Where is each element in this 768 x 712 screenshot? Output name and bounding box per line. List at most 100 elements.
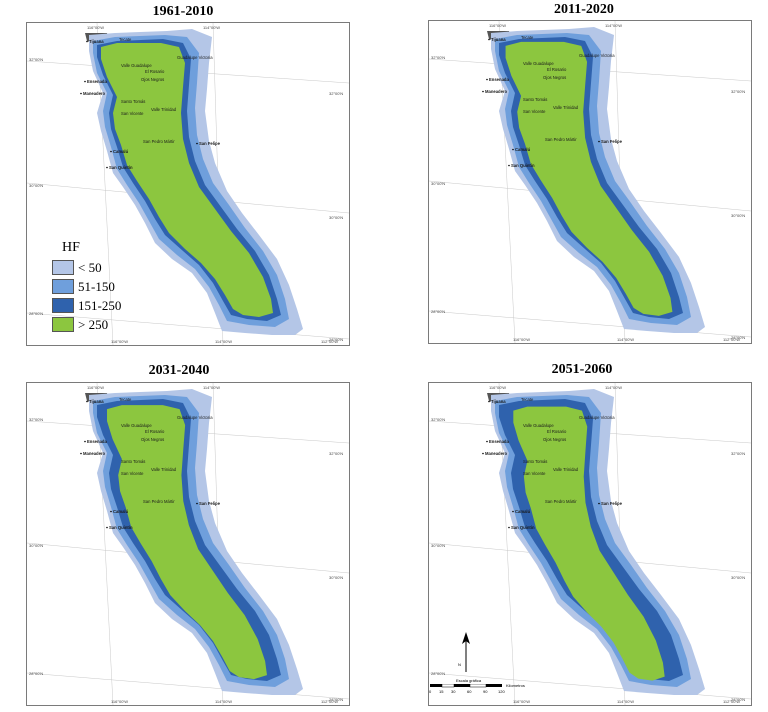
place-label-san-quintin: San Quintín (109, 165, 133, 170)
place-label-tecate: Tecate (521, 397, 534, 402)
legend-label: 151-250 (78, 297, 122, 313)
place-label-ensenada: Ensenada (87, 79, 107, 84)
coord-label-bottom: 114°00'W (617, 337, 634, 342)
place-label-san-pedro-martir: San Pedro Mártir (143, 499, 175, 504)
coord-label-right: 30°00'N (329, 575, 343, 580)
legend-item: 151-250 (52, 296, 121, 315)
coord-label-right: 30°00'N (731, 213, 745, 218)
coord-label-bottom: 114°00'W (215, 339, 232, 344)
place-marker (80, 452, 82, 455)
place-label-guadalupe-victoria: Guadalupe Victoria (177, 415, 213, 420)
legend-swatch (52, 298, 74, 313)
coord-label-left: 32°00'N (29, 57, 43, 62)
coord-label-left: 30°00'N (29, 543, 43, 548)
place-label-maneadero: Maneadero (83, 451, 106, 456)
scale-tick: 30 (451, 689, 456, 694)
place-marker (512, 148, 514, 151)
coord-label-top: 116°00'W (489, 385, 506, 390)
scale-tick: 90 (483, 689, 488, 694)
place-marker (106, 526, 108, 529)
scale-tick: 0 (429, 689, 432, 694)
place-label-ensenada: Ensenada (87, 439, 107, 444)
legend-swatch (52, 317, 74, 332)
panel-3-title: 2031-2040 (148, 363, 210, 378)
place-label-san-vicente: San Vicente (523, 471, 546, 476)
coord-label-bottom: 116°00'W (111, 339, 128, 344)
legend-swatch (52, 260, 74, 275)
place-label-maneadero: Maneadero (485, 89, 508, 94)
coord-label-left: 32°00'N (431, 417, 445, 422)
coord-label-right: 32°00'N (731, 451, 745, 456)
place-marker (196, 142, 198, 145)
coord-label-top: 114°00'W (605, 23, 622, 28)
place-marker (508, 164, 510, 167)
panel-2-title: 2011-2020 (554, 2, 614, 17)
scale-tick: 15 (439, 689, 444, 694)
coord-label-right: 30°00'N (731, 575, 745, 580)
place-label-valle-trinidad: Valle Trinidad (553, 467, 579, 472)
class-gt250-area (101, 43, 273, 317)
coord-label-left: 30°00'N (431, 543, 445, 548)
coord-label-bottom: 116°00'W (111, 699, 128, 704)
place-marker (110, 150, 112, 153)
place-marker (106, 166, 108, 169)
coord-label-right: 28°00'N (731, 335, 745, 340)
coord-label-right: 32°00'N (329, 451, 343, 456)
place-label-ensenada: Ensenada (489, 77, 509, 82)
coord-label-bottom: 116°00'W (513, 699, 530, 704)
class-gt250-area (505, 41, 673, 316)
coord-label-bottom: 114°00'W (215, 699, 232, 704)
place-marker (84, 80, 86, 83)
place-label-ensenada: Ensenada (489, 439, 509, 444)
place-label-valle-guadalupe: Valle Guadalupe (523, 61, 554, 66)
place-label-san-felipe: San Felipe (199, 501, 221, 506)
map-svg: Tijuana Tecate Guadalupe Victoria Valle Gua… (27, 383, 349, 705)
place-label-san-pedro-martir: San Pedro Mártir (545, 499, 577, 504)
place-label-tijuana: Tijuana (89, 39, 104, 44)
place-label-valle-trinidad: Valle Trinidad (553, 105, 579, 110)
place-label-santo-tomas: Santo Tomás (121, 99, 145, 104)
place-label-valle-trinidad: Valle Trinidad (151, 467, 177, 472)
coord-label-top: 116°00'W (87, 385, 104, 390)
scale-unit: Kilometros (506, 683, 525, 688)
place-label-san-quintin: San Quintín (511, 163, 535, 168)
coord-label-bottom: 116°00'W (513, 337, 530, 342)
place-label-valle-guadalupe: Valle Guadalupe (523, 423, 554, 428)
legend-label: 51-150 (78, 278, 115, 294)
coord-label-left: 32°00'N (431, 55, 445, 60)
map-panel-2031-2040: Tijuana Tecate Guadalupe Victoria Valle Gua… (26, 382, 350, 706)
north-arrow-icon: N (458, 632, 474, 677)
coord-label-left: 28°00'N (29, 311, 43, 316)
coord-label-left: 28°00'N (29, 671, 43, 676)
coord-label-top: 116°00'W (87, 25, 104, 30)
place-marker (598, 502, 600, 505)
place-label-el-rosario: El Rosario (145, 69, 165, 74)
legend-item: > 250 (52, 315, 121, 334)
place-marker (482, 452, 484, 455)
scale-title: Escala gráfica (456, 678, 482, 683)
place-label-san-felipe: San Felipe (199, 141, 221, 146)
panel-4-title: 2051-2060 (551, 362, 613, 377)
coord-label-right: 28°00'N (329, 337, 343, 342)
place-label-ojos-negros: Ojos Negros (141, 77, 164, 82)
place-marker (84, 440, 86, 443)
place-label-tecate: Tecate (119, 397, 132, 402)
place-label-santo-tomas: Santo Tomás (523, 97, 547, 102)
coord-label-bottom: 112°00'W (321, 699, 338, 704)
place-marker (508, 526, 510, 529)
place-label-valle-trinidad: Valle Trinidad (151, 107, 177, 112)
place-label-san-quintin: San Quintín (511, 525, 535, 530)
legend-swatch (52, 279, 74, 294)
coord-label-top: 114°00'W (605, 385, 622, 390)
map-svg: Tijuana Tecate Guadalupe Victoria Valle Gua… (429, 21, 751, 343)
place-label-santo-tomas: Santo Tomás (523, 459, 547, 464)
class-gt250-area (513, 406, 665, 681)
coord-label-bottom: 112°00'W (321, 339, 338, 344)
place-label-ojos-negros: Ojos Negros (543, 437, 566, 442)
place-label-tecate: Tecate (521, 35, 534, 40)
place-label-maneadero: Maneadero (485, 451, 508, 456)
place-label-camalu: Camalú (515, 509, 531, 514)
north-label: N (458, 662, 461, 667)
place-label-guadalupe-victoria: Guadalupe Victoria (177, 55, 213, 60)
place-marker (512, 510, 514, 513)
